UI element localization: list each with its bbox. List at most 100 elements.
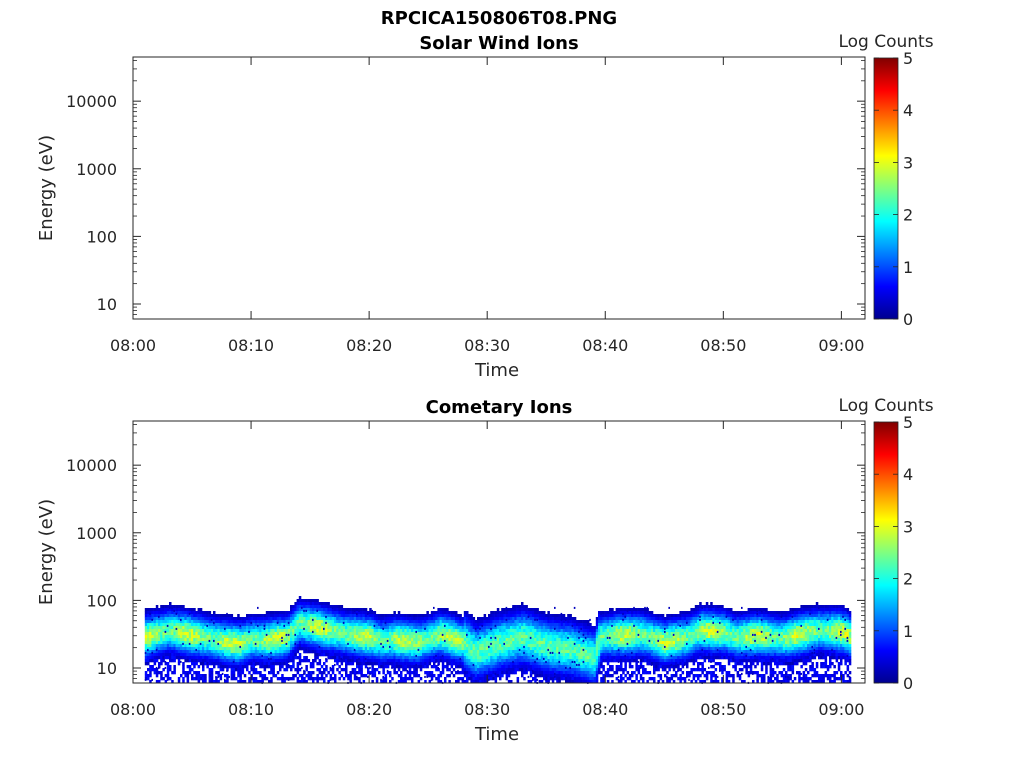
spectrogram-cell [151, 647, 154, 651]
spectrogram-cell [237, 629, 240, 633]
spectrogram-cell [283, 620, 286, 624]
spectrogram-cell [547, 662, 550, 666]
spectrogram-cell [380, 629, 383, 633]
spectrogram-cell [318, 641, 322, 645]
spectrogram-cell [395, 665, 399, 669]
spectrogram-cell [534, 680, 537, 684]
spectrogram-cell [325, 659, 328, 663]
spectrogram-cell [413, 620, 416, 624]
spectrogram-cell [584, 668, 588, 672]
spectrogram-cell [180, 608, 183, 612]
spectrogram-cell [384, 674, 388, 678]
spectrogram-cell [268, 617, 271, 621]
spectrogram-cell [400, 680, 403, 684]
spectrogram-cell [347, 677, 350, 681]
spectrogram-cell [180, 620, 183, 624]
spectrogram-cell [382, 620, 385, 624]
sparse-count [433, 606, 435, 609]
spectrogram-cell [162, 620, 165, 624]
colorbar-label: Log Counts [838, 32, 933, 52]
spectrogram-cell [461, 617, 465, 621]
spectrogram-cell [593, 635, 597, 639]
spectrogram-cell [430, 632, 434, 636]
spectrogram-cell [389, 647, 392, 651]
spectrogram-cell [380, 632, 383, 636]
spectrogram-cell [318, 626, 322, 630]
spectrogram-cell [338, 665, 341, 669]
spectrogram-cell [494, 638, 498, 642]
spectrogram-cell [292, 611, 295, 615]
spectrogram-cell [180, 644, 183, 648]
spectrogram-cell [180, 647, 183, 651]
spectrogram-cell [307, 611, 311, 615]
spectrogram-cell [408, 677, 412, 681]
spectrogram-cell [382, 662, 385, 666]
spectrogram-cell [153, 620, 157, 624]
spectrogram-cell [481, 638, 484, 642]
spectrogram-cell [327, 620, 330, 624]
spectrogram-cell [283, 668, 286, 672]
spectrogram-cell [351, 620, 355, 624]
spectrogram-cell [499, 620, 502, 624]
spectrogram-cell [452, 617, 456, 621]
spectrogram-cell [419, 668, 423, 672]
spectrogram-cell [543, 677, 546, 681]
spectrogram-cell [235, 641, 238, 645]
spectrogram-cell [518, 659, 522, 663]
spectrogram-cell [402, 677, 405, 681]
spectrogram-cell [558, 662, 561, 666]
spectrogram-cell [591, 677, 594, 681]
spectrogram-cell [521, 665, 524, 669]
spectrogram-cell [402, 656, 405, 660]
spectrogram-cell [435, 677, 438, 681]
spectrogram-cell [153, 662, 157, 666]
spectrogram-cell [481, 635, 484, 639]
spectrogram-cell [221, 644, 225, 648]
spectrogram-cell [259, 638, 262, 642]
spectrogram-cell [204, 623, 207, 627]
spectrogram-cell [276, 650, 280, 654]
sparse-count [155, 648, 158, 651]
spectrogram-cell [446, 665, 449, 669]
spectrogram-cell [532, 659, 535, 663]
spectrogram-cell [312, 641, 315, 645]
spectrogram-cell [375, 614, 379, 618]
spectrogram-cell [360, 653, 363, 657]
spectrogram-cell [611, 665, 614, 669]
spectrogram-cell [457, 620, 460, 624]
spectrogram-cell [221, 662, 225, 666]
spectrogram-cell [441, 641, 445, 645]
spectrogram-cell [435, 638, 438, 642]
spectrogram-cell [523, 653, 526, 657]
spectrogram-cell [314, 602, 317, 606]
spectrogram-cell [338, 647, 341, 651]
spectrogram-cell [430, 653, 434, 657]
spectrogram-cell [587, 647, 590, 651]
spectrogram-cell [393, 665, 396, 669]
sparse-count [217, 642, 219, 645]
spectrogram-cell [435, 641, 438, 645]
spectrogram-cell [217, 656, 220, 660]
spectrogram-cell [591, 650, 594, 654]
spectrogram-cell [169, 626, 172, 630]
spectrogram-cell [461, 647, 465, 651]
spectrogram-cell [217, 629, 220, 633]
spectrogram-cell [525, 647, 528, 651]
spectrogram-cell [435, 620, 438, 624]
spectrogram-cell [507, 647, 511, 651]
spectrogram-cell [496, 638, 500, 642]
spectrogram-cell [382, 614, 385, 618]
spectrogram-cell [435, 632, 438, 636]
spectrogram-cell [518, 620, 522, 624]
spectrogram-cell [576, 668, 579, 672]
spectrogram-cell [404, 638, 407, 642]
spectrogram-cell [221, 650, 225, 654]
sparse-count [281, 639, 283, 642]
spectrogram-cell [349, 644, 352, 648]
spectrogram-cell [518, 611, 522, 615]
spectrogram-cell [371, 659, 374, 663]
spectrogram-cell [516, 650, 520, 654]
spectrogram-cell [147, 617, 150, 621]
spectrogram-cell [241, 623, 245, 627]
spectrogram-cell [224, 641, 227, 645]
